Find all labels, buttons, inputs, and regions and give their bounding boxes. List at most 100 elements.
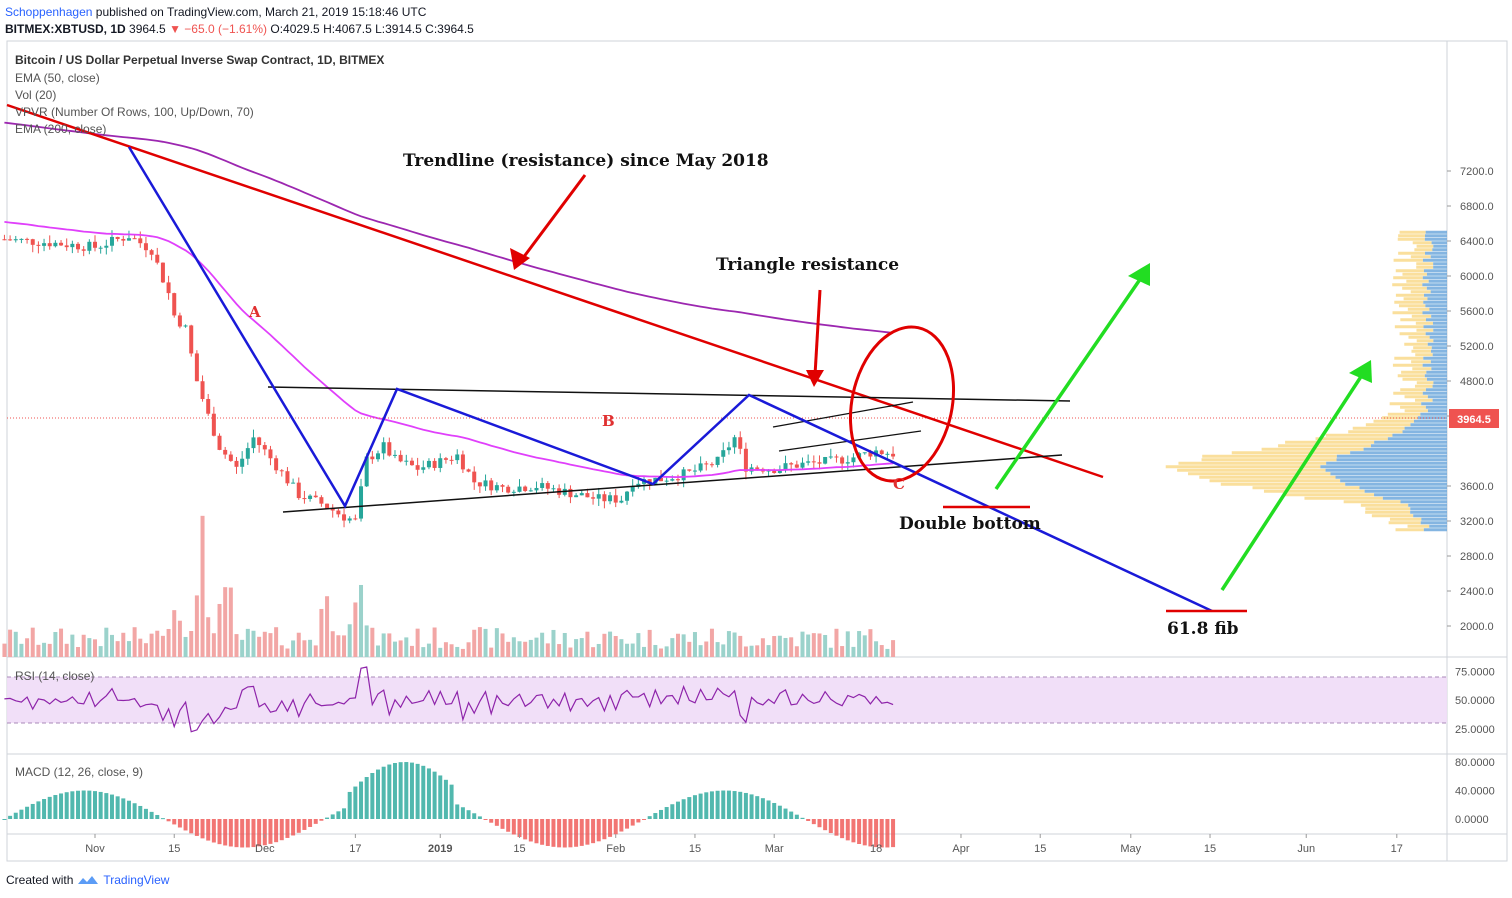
price-tick: 2400.0 (1460, 586, 1494, 598)
macd-bar (874, 819, 879, 848)
macd-bar (177, 819, 182, 828)
candle-body (868, 452, 873, 457)
vpvr-bar-up (1209, 479, 1341, 483)
legend-vpvr[interactable]: VPVR (Number Of Rows, 100, Up/Down, 70) (15, 105, 254, 119)
candle-body (240, 458, 245, 467)
vpvr-bar-up (1402, 272, 1427, 276)
time-tick: Apr (952, 843, 969, 855)
vpvr-bar-up (1352, 426, 1405, 430)
fib-annotation: 61.8 fib (1167, 619, 1239, 639)
macd-bar (579, 819, 584, 846)
candle-body (483, 480, 488, 487)
triangle-bottom-line[interactable] (282, 454, 1063, 513)
triangle-top-line[interactable] (267, 386, 1071, 402)
vpvr-bar-up (1188, 472, 1331, 476)
volume-bar (336, 635, 341, 657)
time-tick: 17 (1391, 843, 1403, 855)
macd-bar (330, 814, 335, 819)
tradingview-link[interactable]: TradingView (103, 873, 170, 887)
vpvr-bar-down (1422, 391, 1447, 395)
volume-bar (268, 633, 273, 657)
candle-body (675, 479, 680, 481)
price-axis[interactable]: 7200.0 6800.0 6400.0 6000.0 5600.0 5200.0 4800… (1447, 166, 1494, 633)
macd-bar (296, 819, 301, 833)
candle-body (257, 437, 262, 446)
legend-title: Bitcoin / US Dollar Perpetual Inverse Sw… (15, 53, 384, 67)
volume-bar (121, 632, 126, 657)
trendline-resistance[interactable] (6, 103, 1104, 479)
green-arrow-1 (994, 274, 1145, 490)
volume-bar (200, 515, 205, 657)
elliott-wave-path[interactable] (127, 146, 1213, 613)
vpvr-bar-down (1429, 524, 1447, 528)
vpvr-bar-down (1427, 342, 1447, 346)
vpvr-bar-up (1412, 367, 1432, 371)
volume-bar (160, 635, 165, 657)
candle-body (42, 243, 47, 246)
vpvr-bar-up (1400, 318, 1426, 322)
candle-body (160, 262, 165, 283)
candle-body (772, 469, 777, 474)
macd-label[interactable]: MACD (12, 26, close, 9) (15, 765, 143, 779)
candle-body (342, 514, 347, 521)
wedge-top-line[interactable] (772, 401, 914, 428)
candle-body (840, 457, 845, 464)
volume-bar (562, 632, 567, 657)
vpvr-bar-down (1431, 346, 1447, 350)
vpvr-bar-down (1325, 468, 1447, 472)
macd-bar (325, 817, 330, 819)
candle-body (851, 457, 856, 463)
vpvr-bar-down (1423, 528, 1447, 532)
candle-body (409, 460, 414, 466)
volume-bar (364, 625, 369, 657)
vpvr-bar-down (1425, 230, 1447, 234)
vpvr-bar-down (1374, 493, 1447, 497)
macd-bar (602, 819, 607, 840)
candle-body (845, 462, 850, 464)
macd-bar (659, 809, 663, 819)
vpvr-bar-down (1425, 405, 1447, 409)
rsi-tick: 25.0000 (1455, 724, 1495, 736)
macd-bar (840, 819, 845, 839)
price-change: ▼ −65.0 (−1.61%) (169, 22, 268, 36)
volume-bar (726, 631, 731, 657)
candle-body (613, 495, 618, 503)
candle-body (432, 460, 437, 468)
vpvr-bar-down (1402, 430, 1447, 434)
macd-bar (143, 808, 148, 819)
macd-bar (704, 792, 709, 819)
volume-bar (551, 629, 556, 657)
vpvr-bar-down (1400, 500, 1447, 504)
rsi-label[interactable]: RSI (14, close) (15, 669, 94, 683)
ema200-line (4, 121, 894, 334)
volume-bar (738, 635, 743, 657)
time-tick: Dec (255, 843, 275, 855)
legend-vol[interactable]: Vol (20) (15, 88, 56, 102)
highlight-ellipse[interactable] (837, 317, 967, 490)
macd-bar (149, 811, 154, 819)
legend-ema200[interactable]: EMA (200, close) (15, 122, 106, 136)
legend-ema50[interactable]: EMA (50, close) (15, 71, 100, 85)
candle-body (885, 453, 890, 455)
macd-bar (257, 819, 262, 847)
volume-bar (392, 641, 397, 657)
macd-bar (885, 819, 890, 848)
time-axis[interactable]: Nov 15 Dec 17 2019 15 Feb 15 Mar 18 Apr 15 May 15 Jun 1… (85, 834, 1403, 855)
vpvr-bar-up (1389, 517, 1422, 521)
volume-bar (432, 627, 437, 657)
volume-bar (47, 643, 52, 657)
candle-body (500, 485, 505, 487)
vpvr-bar-up (1165, 465, 1321, 469)
macd-bar (811, 819, 816, 825)
macd-bar (19, 809, 24, 819)
macd-bar (749, 794, 754, 819)
volume-bar (840, 646, 845, 657)
macd-bar (845, 819, 850, 841)
macd-bar (302, 819, 307, 830)
rsi-axis: 75.0000 50.0000 25.0000 (1455, 666, 1495, 736)
candle-body (511, 491, 516, 493)
macd-bar (438, 775, 443, 819)
vpvr-bar-up (1415, 321, 1433, 325)
author-link[interactable]: Schoppenhagen (5, 5, 93, 19)
